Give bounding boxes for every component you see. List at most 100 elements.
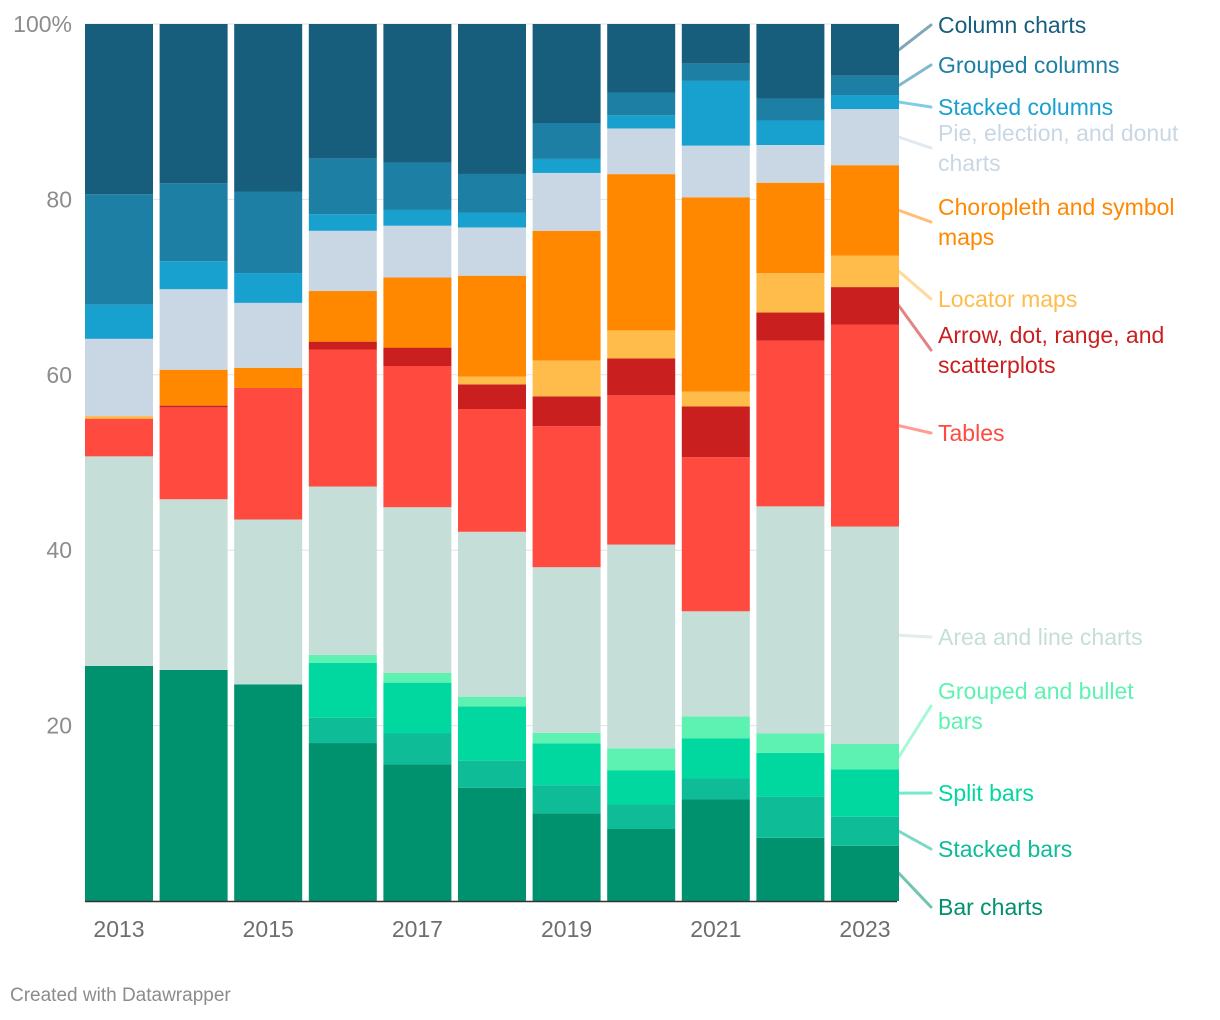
- y-tick-label-60: 60: [46, 362, 72, 388]
- legend-connector-pie-election-and-donut-charts: [897, 135, 933, 150]
- bar-2018-bar-charts: [458, 787, 526, 901]
- bar-2021-arrow-dot-range-and-scatterplots: [681, 406, 750, 458]
- bar-2023-tables: [831, 324, 899, 527]
- legend-label-line: charts: [938, 150, 1001, 176]
- bar-2022-arrow-dot-range-and-scatterplots: [756, 312, 825, 341]
- bar-2017-grouped-and-bullet-bars: [383, 672, 452, 683]
- bar-2015-bar-charts: [234, 684, 303, 901]
- bar-2018-stacked-bars: [458, 760, 526, 788]
- bar-2019-area-and-line-charts: [532, 567, 601, 733]
- bar-2022-column-charts: [756, 24, 825, 99]
- bar-2014-grouped-columns: [159, 183, 228, 262]
- datawrapper-credit: Created with Datawrapper: [10, 985, 231, 1006]
- legend-label-tables: Tables: [938, 420, 1004, 446]
- bar-2023-stacked-bars: [831, 816, 899, 846]
- x-tick-label-2015: 2015: [243, 916, 294, 942]
- bar-2019-stacked-bars: [532, 785, 601, 814]
- legend-label-bar-charts: Bar charts: [938, 894, 1043, 920]
- bar-2016-arrow-dot-range-and-scatterplots: [308, 341, 377, 350]
- legend-label-line: Locator maps: [938, 286, 1077, 312]
- bar-2014-arrow-dot-range-and-scatterplots: [159, 405, 228, 408]
- bar-2021-grouped-and-bullet-bars: [681, 716, 750, 739]
- bar-2018-pie-election-and-donut-charts: [458, 227, 526, 276]
- legend-label-choropleth-and-symbol-maps: Choropleth and symbol maps: [938, 194, 1175, 250]
- bar-2020-column-charts: [607, 24, 676, 93]
- legend-label-line: scatterplots: [938, 352, 1056, 378]
- legend-label-column-charts: Column charts: [938, 12, 1086, 38]
- legend-connector-stacked-bars: [897, 829, 933, 851]
- bar-2021-pie-election-and-donut-charts: [681, 145, 750, 198]
- bar-2021-column-charts: [681, 24, 750, 64]
- legend-label-line: Column charts: [938, 12, 1086, 38]
- bar-2014-bar-charts: [159, 669, 228, 901]
- legend-connector-area-and-line-charts: [897, 633, 933, 639]
- bar-2020-tables: [607, 395, 676, 545]
- bar-2022-locator-maps: [756, 273, 825, 313]
- bar-2013-pie-election-and-donut-charts: [85, 338, 153, 417]
- legend-label-line: Grouped and bullet: [938, 678, 1134, 704]
- bar-2018-locator-maps: [458, 376, 526, 385]
- bar-2019-split-bars: [532, 743, 601, 786]
- bar-2023-choropleth-and-symbol-maps: [831, 165, 899, 256]
- bar-2019-bar-charts: [532, 813, 601, 901]
- bar-2021-choropleth-and-symbol-maps: [681, 197, 750, 392]
- legend: Bar charts Stacked bars Split bars Grouped …: [897, 12, 1179, 920]
- legend-label-grouped-columns: Grouped columns: [938, 52, 1120, 78]
- bar-2023-bar-charts: [831, 845, 899, 901]
- bar-2014-tables: [159, 407, 228, 500]
- legend-label-line: Split bars: [938, 780, 1034, 806]
- bar-2013-stacked-columns: [85, 304, 153, 339]
- bar-2020-choropleth-and-symbol-maps: [607, 174, 676, 331]
- bar-2017-split-bars: [383, 682, 452, 734]
- bar-2023-locator-maps: [831, 255, 899, 288]
- legend-label-grouped-and-bullet-bars: Grouped and bullet bars: [938, 678, 1134, 734]
- bar-2016-split-bars: [308, 662, 377, 718]
- bar-2013-area-and-line-charts: [85, 456, 153, 666]
- bar-2013-column-charts: [85, 24, 153, 195]
- bar-2022-tables: [756, 340, 825, 507]
- bar-2019-grouped-and-bullet-bars: [532, 732, 601, 744]
- legend-label-line: Stacked columns: [938, 94, 1113, 120]
- bar-2022-stacked-columns: [756, 120, 825, 146]
- legend-label-stacked-bars: Stacked bars: [938, 836, 1072, 862]
- bar-2019-choropleth-and-symbol-maps: [532, 230, 601, 361]
- bar-2023-area-and-line-charts: [831, 526, 899, 745]
- y-tick-label-80: 80: [46, 186, 72, 212]
- bar-2021-bar-charts: [681, 799, 750, 901]
- legend-connector-locator-maps: [897, 269, 933, 301]
- bar-2016-tables: [308, 349, 377, 487]
- bar-2017-bar-charts: [383, 764, 452, 901]
- bars: [85, 24, 899, 901]
- bar-2020-grouped-columns: [607, 92, 676, 116]
- bar-2021-locator-maps: [681, 391, 750, 407]
- bar-2019-tables: [532, 426, 601, 568]
- bar-2015-area-and-line-charts: [234, 519, 303, 685]
- bar-2020-grouped-and-bullet-bars: [607, 748, 676, 771]
- legend-label-pie-election-and-donut-charts: Pie, election, and donut charts: [938, 120, 1179, 176]
- bar-2018-stacked-columns: [458, 212, 526, 228]
- legend-label-line: Grouped columns: [938, 52, 1120, 78]
- legend-label-line: Bar charts: [938, 894, 1043, 920]
- bar-2017-arrow-dot-range-and-scatterplots: [383, 347, 452, 367]
- x-tick-label-2023: 2023: [839, 916, 890, 942]
- y-axis-labels: 100% 80 60 40 20: [13, 11, 72, 739]
- bar-2016-bar-charts: [308, 743, 377, 901]
- legend-connector-tables: [897, 424, 933, 435]
- bar-2021-tables: [681, 457, 750, 612]
- legend-connector-arrow-dot-range-and-scatterplots: [897, 304, 933, 352]
- legend-connector-column-charts: [897, 23, 933, 52]
- bar-2022-grouped-and-bullet-bars: [756, 733, 825, 753]
- bar-2016-stacked-columns: [308, 214, 377, 231]
- legend-connector-choropleth-and-symbol-maps: [897, 208, 933, 224]
- bar-2016-grouped-and-bullet-bars: [308, 654, 377, 663]
- bar-2020-pie-election-and-donut-charts: [607, 128, 676, 175]
- bar-2019-stacked-columns: [532, 158, 601, 173]
- bar-2016-pie-election-and-donut-charts: [308, 230, 377, 292]
- bar-2016-area-and-line-charts: [308, 486, 377, 655]
- bar-2022-split-bars: [756, 752, 825, 797]
- bar-2021-stacked-columns: [681, 80, 750, 146]
- legend-label-line: Choropleth and symbol: [938, 194, 1175, 220]
- legend-label-line: Stacked bars: [938, 836, 1072, 862]
- x-axis: 2013 2015 2017 2019 2021 2023: [85, 900, 897, 942]
- bar-2020-locator-maps: [607, 330, 676, 359]
